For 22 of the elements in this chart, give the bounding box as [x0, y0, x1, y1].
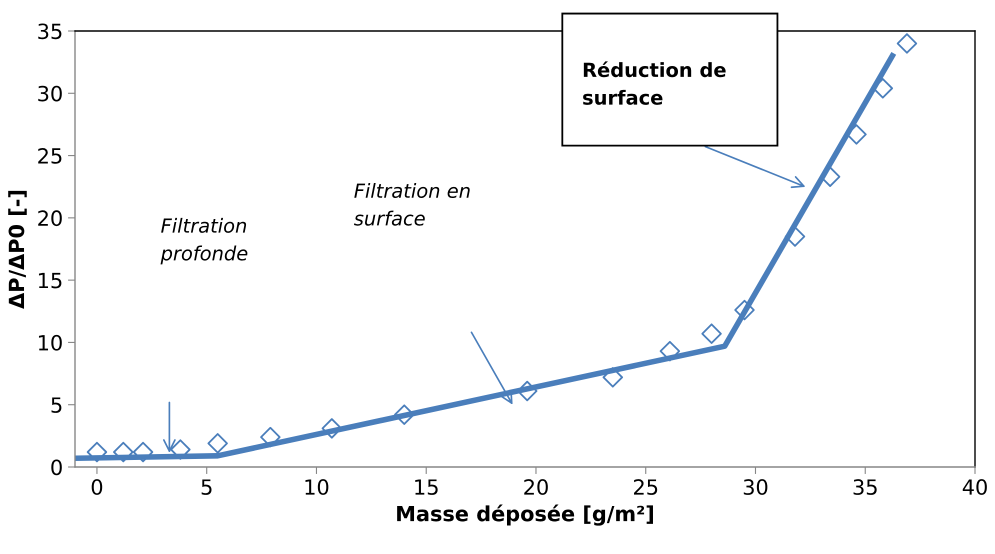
y-tick-label: 35 [38, 23, 62, 40]
x-tick-label: 10 [305, 479, 328, 495]
x-axis-title: Masse déposée [g/m²] [397, 504, 653, 526]
y-tick-label: 15 [38, 272, 62, 288]
x-tick-label: 30 [744, 479, 768, 495]
x-tick-label: 35 [854, 479, 877, 495]
y-tick-label: 25 [38, 148, 62, 164]
y-tick-label: 5 [52, 397, 62, 413]
y-tick-label: 30 [38, 86, 62, 102]
y-tick-label: 0 [51, 459, 62, 476]
y-tick-label: 20 [38, 210, 62, 226]
x-tick-label: 0 [92, 479, 102, 495]
x-tick-label: 5 [202, 479, 212, 495]
y-tick-label: 10 [38, 334, 62, 351]
x-tick-label: 25 [634, 479, 658, 495]
x-tick-label: 20 [524, 479, 548, 495]
annotation: Réduction de surface [583, 61, 726, 105]
annotation: Filtration en surface [354, 182, 470, 226]
x-tick-label: 15 [415, 479, 438, 495]
annotation: Filtration profonde [160, 218, 248, 264]
y-axis-title: ΔP/ΔP0 [-] [8, 190, 27, 309]
x-tick-label: 40 [962, 479, 987, 495]
